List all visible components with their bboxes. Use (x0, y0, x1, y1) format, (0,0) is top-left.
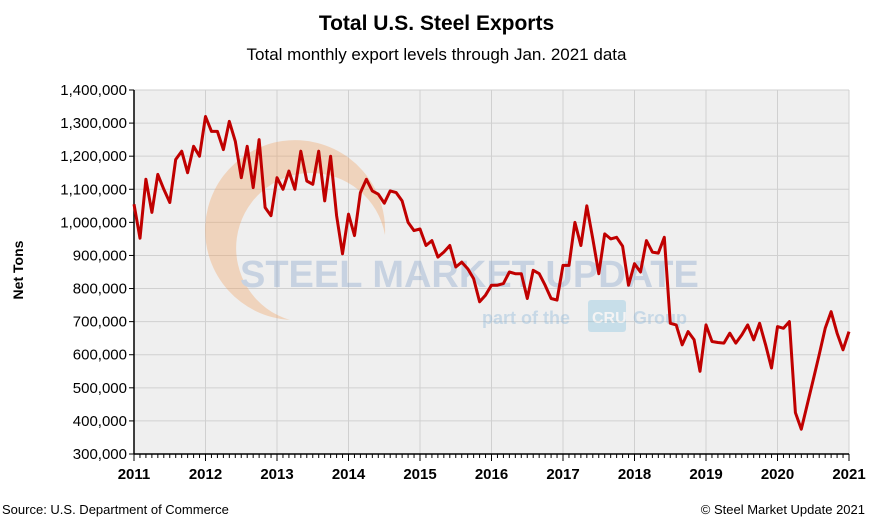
y-tick-labels: 300,000 400,000 500,000 600,000 700,000 800,0… (60, 82, 127, 463)
watermark-part-of: part of the (482, 308, 570, 328)
y-tick-label: 900,000 (73, 247, 127, 264)
x-tick-label: 2019 (689, 466, 722, 483)
y-tick-label: 1,100,000 (60, 181, 127, 198)
series-line-exports (132, 115, 851, 431)
y-tick-label: 800,000 (73, 281, 127, 298)
watermark-badge (588, 300, 626, 332)
watermark-group: Group (633, 308, 687, 328)
x-minor-ticks (129, 89, 850, 461)
chart-title: Total U.S. Steel Exports (318, 12, 555, 35)
y-tick-label: 1,200,000 (60, 148, 127, 165)
y-tick-label: 300,000 (73, 446, 127, 463)
y-tick-label: 400,000 (73, 413, 127, 430)
y-tick-label: 1,000,000 (60, 214, 127, 231)
x-tick-label: 2016 (475, 466, 508, 483)
x-tick-label: 2020 (761, 466, 794, 483)
y-tick-label: 1,300,000 (60, 115, 127, 132)
y-tick-label: 600,000 (73, 347, 127, 364)
x-tick-labels: 2011 2012 2013 2014 2015 2016 2017 2018 2019 2020… (118, 466, 866, 483)
watermark-title: STEEL MARKET UPDATE (240, 254, 699, 296)
y-tick-label: 1,400,000 (60, 82, 127, 99)
x-tick-label: 2021 (832, 466, 865, 483)
x-tick-label: 2012 (189, 466, 222, 483)
x-tick-label: 2011 (118, 466, 151, 483)
x-tick-label: 2017 (546, 466, 579, 483)
watermark: STEEL MARKET UPDATE part of the CRU Grou… (205, 140, 699, 332)
x-tick-label: 2013 (260, 466, 293, 483)
watermark-badge-text: CRU (592, 310, 627, 327)
x-tick-label: 2018 (618, 466, 651, 483)
watermark-swoosh-icon (205, 140, 386, 320)
chart-subtitle: Total monthly export levels through Jan.… (246, 45, 627, 64)
x-tick-label: 2014 (332, 466, 366, 483)
source-note: Source: U.S. Department of Commerce (2, 502, 229, 517)
y-tick-label: 700,000 (73, 314, 127, 331)
x-tick-label: 2015 (403, 466, 436, 483)
copyright-note: © Steel Market Update 2021 (700, 502, 865, 517)
y-tick-label: 500,000 (73, 380, 127, 397)
